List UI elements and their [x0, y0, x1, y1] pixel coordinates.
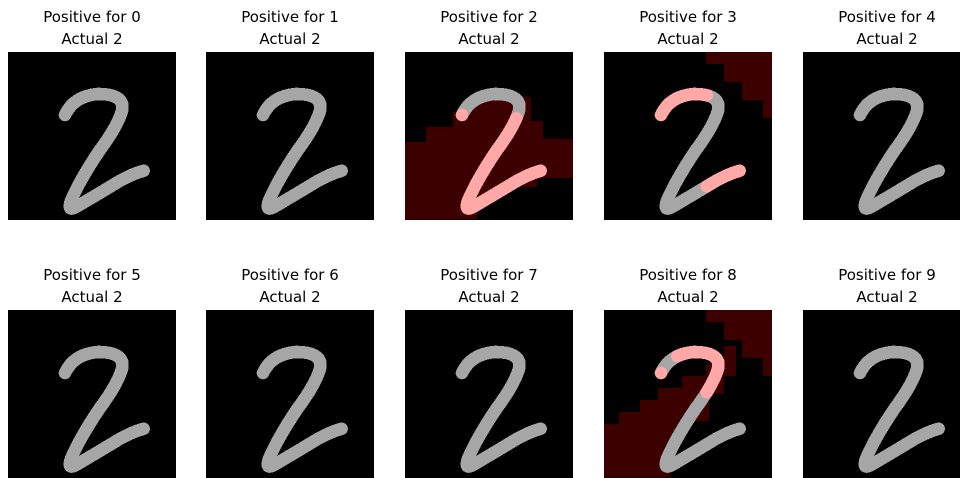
panel-title: Positive for 1: [241, 8, 339, 26]
panel-subtitle: Actual 2: [657, 288, 719, 306]
digit-image: [8, 52, 176, 220]
digit-image: [405, 310, 573, 478]
panel-subtitle: Actual 2: [61, 30, 123, 48]
panel-title: Positive for 0: [43, 8, 141, 26]
panel-title: Positive for 2: [440, 8, 538, 26]
panel-subtitle: Actual 2: [856, 30, 918, 48]
digit-image: [206, 52, 374, 220]
panel-title: Positive for 4: [838, 8, 936, 26]
panel-title: Positive for 3: [639, 8, 737, 26]
panel-title: Positive for 8: [639, 266, 737, 284]
digit-image: [8, 310, 176, 478]
panel-subtitle: Actual 2: [458, 30, 520, 48]
panel-title: Positive for 9: [838, 266, 936, 284]
panel-subtitle: Actual 2: [61, 288, 123, 306]
panel-title: Positive for 6: [241, 266, 339, 284]
panel-subtitle: Actual 2: [458, 288, 520, 306]
digit-image: [803, 52, 960, 220]
digit-image: [405, 52, 573, 220]
panel-subtitle: Actual 2: [259, 288, 321, 306]
panel-title: Positive for 5: [43, 266, 141, 284]
panel-subtitle: Actual 2: [856, 288, 918, 306]
digit-image: [206, 310, 374, 478]
digit-image: [604, 310, 772, 478]
panel-subtitle: Actual 2: [657, 30, 719, 48]
panel-subtitle: Actual 2: [259, 30, 321, 48]
digit-image: [803, 310, 960, 478]
panel-title: Positive for 7: [440, 266, 538, 284]
digit-image: [604, 52, 772, 220]
